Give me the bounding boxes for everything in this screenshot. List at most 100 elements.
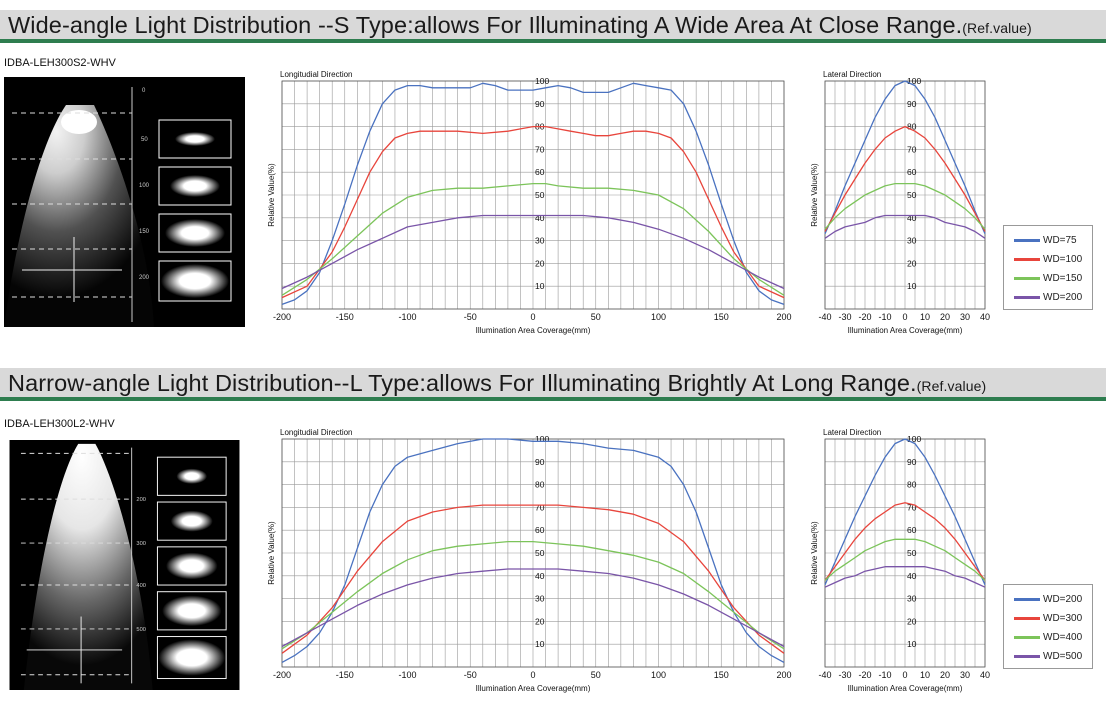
series-line-wd-300 — [824, 502, 986, 581]
y-tick-label: 100 — [535, 434, 549, 444]
y-tick-label: 50 — [907, 190, 917, 200]
legend-item: WD=75 — [1014, 231, 1092, 250]
series-line-wd-400 — [281, 540, 785, 650]
longitudinal-chart-l-type: Longitudial Direction 10 20 30 40 50 60 70 80 90 1… — [267, 429, 792, 693]
x-tick-label: 50 — [591, 312, 601, 322]
y-axis-label: Relative Value(%) — [267, 163, 276, 227]
legend-label: WD=300 — [1043, 613, 1083, 624]
y-tick-label: 20 — [907, 616, 917, 626]
x-tick-label: 30 — [960, 670, 970, 680]
x-axis-label: Illumination Area Coverage(mm) — [476, 684, 591, 693]
y-tick-label: 90 — [535, 99, 545, 109]
x-axis-label: Illumination Area Coverage(mm) — [848, 684, 963, 693]
legend-swatch-icon — [1014, 239, 1040, 242]
x-tick-label: -100 — [398, 312, 416, 322]
beam-wd-label: 100 — [139, 183, 150, 189]
x-tick-label: 0 — [902, 670, 907, 680]
legend-item: WD=100 — [1014, 250, 1092, 269]
y-tick-label: 40 — [535, 213, 545, 223]
y-tick-label: 60 — [535, 525, 545, 535]
y-axis-label: Relative Value(%) — [810, 163, 819, 227]
beam-wd-label: 400 — [136, 583, 146, 589]
model-name: IDBA-LEH300S2-WHV — [4, 57, 116, 69]
y-tick-label: 90 — [907, 99, 917, 109]
y-tick-label: 100 — [907, 76, 921, 86]
y-tick-label: 10 — [535, 639, 545, 649]
x-tick-label: 40 — [980, 312, 990, 322]
x-tick-label: 100 — [651, 312, 666, 322]
x-tick-label: -20 — [858, 312, 871, 322]
beam-wd-label: 150 — [139, 229, 150, 235]
chart-title: Longitudial Direction — [280, 429, 353, 437]
legend-label: WD=75 — [1043, 235, 1077, 246]
y-tick-label: 70 — [907, 144, 917, 154]
x-tick-label: -40 — [818, 312, 831, 322]
series-line-wd-100 — [824, 125, 986, 232]
x-tick-label: -40 — [818, 670, 831, 680]
chart-title: Lateral Direction — [823, 71, 881, 79]
beam-pattern-image: 0 50 100 150 200 — [4, 77, 245, 327]
beam-wd-label: 50 — [141, 137, 148, 143]
y-tick-label: 100 — [907, 434, 921, 444]
legend-label: WD=150 — [1043, 273, 1083, 284]
plot-frame — [281, 438, 785, 668]
x-tick-label: 20 — [940, 312, 950, 322]
chart-title: Longitudial Direction — [280, 71, 353, 79]
y-tick-label: 90 — [907, 457, 917, 467]
legend-l-type: WD=200 WD=300 WD=400 WD=500 — [1003, 584, 1093, 669]
y-tick-label: 40 — [535, 571, 545, 581]
legend-label: WD=200 — [1043, 594, 1083, 605]
series-line-wd-200 — [824, 438, 986, 586]
y-tick-label: 60 — [907, 167, 917, 177]
series-line-wd-500 — [824, 566, 986, 588]
legend-swatch-icon — [1014, 296, 1040, 299]
x-tick-label: 20 — [940, 670, 950, 680]
section-header-s-type: Wide-angle Light Distribution --S Type:a… — [0, 10, 1106, 43]
x-tick-label: -200 — [273, 312, 291, 322]
section-title: Wide-angle Light Distribution --S Type:a… — [8, 12, 963, 38]
legend-item: WD=200 — [1014, 288, 1092, 307]
series-line-wd-75 — [281, 82, 785, 306]
x-tick-label: -10 — [878, 312, 891, 322]
lateral-chart-s-type: Lateral Direction102030405060708090100-4… — [810, 71, 990, 335]
x-tick-label: 40 — [980, 670, 990, 680]
legend-swatch-icon — [1014, 258, 1040, 261]
grid — [824, 438, 986, 668]
y-tick-label: 70 — [907, 502, 917, 512]
grid — [281, 438, 785, 668]
series-line-wd-500 — [281, 568, 785, 648]
y-tick-label: 100 — [535, 76, 549, 86]
legend-swatch-icon — [1014, 277, 1040, 280]
series-line-wd-300 — [281, 504, 785, 654]
ref-value-note: (Ref.value) — [916, 378, 987, 394]
y-tick-label: 50 — [907, 548, 917, 558]
series-line-wd-75 — [824, 80, 986, 235]
y-tick-label: 50 — [535, 548, 545, 558]
series-line-wd-200 — [824, 214, 986, 239]
x-tick-label: -150 — [336, 312, 354, 322]
y-tick-label: 70 — [535, 502, 545, 512]
legend-item: WD=500 — [1014, 647, 1092, 666]
y-tick-label: 80 — [907, 480, 917, 490]
y-tick-label: 30 — [535, 594, 545, 604]
x-tick-label: -50 — [464, 312, 477, 322]
chart-title: Lateral Direction — [823, 429, 881, 437]
legend-swatch-icon — [1014, 636, 1040, 639]
legend-swatch-icon — [1014, 655, 1040, 658]
y-tick-label: 80 — [907, 122, 917, 132]
y-axis-label: Relative Value(%) — [810, 521, 819, 585]
x-tick-label: 200 — [776, 312, 791, 322]
x-tick-label: 50 — [591, 670, 601, 680]
ref-value-note: (Ref.value) — [962, 20, 1032, 36]
longitudinal-chart-s-type: Longitudial Direction1020304050607080901… — [267, 71, 792, 335]
x-tick-label: -30 — [838, 670, 851, 680]
grid — [824, 80, 986, 310]
y-tick-label: 30 — [535, 236, 545, 246]
x-tick-label: -150 — [336, 670, 354, 680]
y-tick-label: 10 — [907, 639, 917, 649]
series-line-wd-150 — [281, 182, 785, 296]
legend-item: WD=300 — [1014, 609, 1092, 628]
y-tick-label: 10 — [535, 281, 545, 291]
legend-swatch-icon — [1014, 617, 1040, 620]
legend-swatch-icon — [1014, 598, 1040, 601]
